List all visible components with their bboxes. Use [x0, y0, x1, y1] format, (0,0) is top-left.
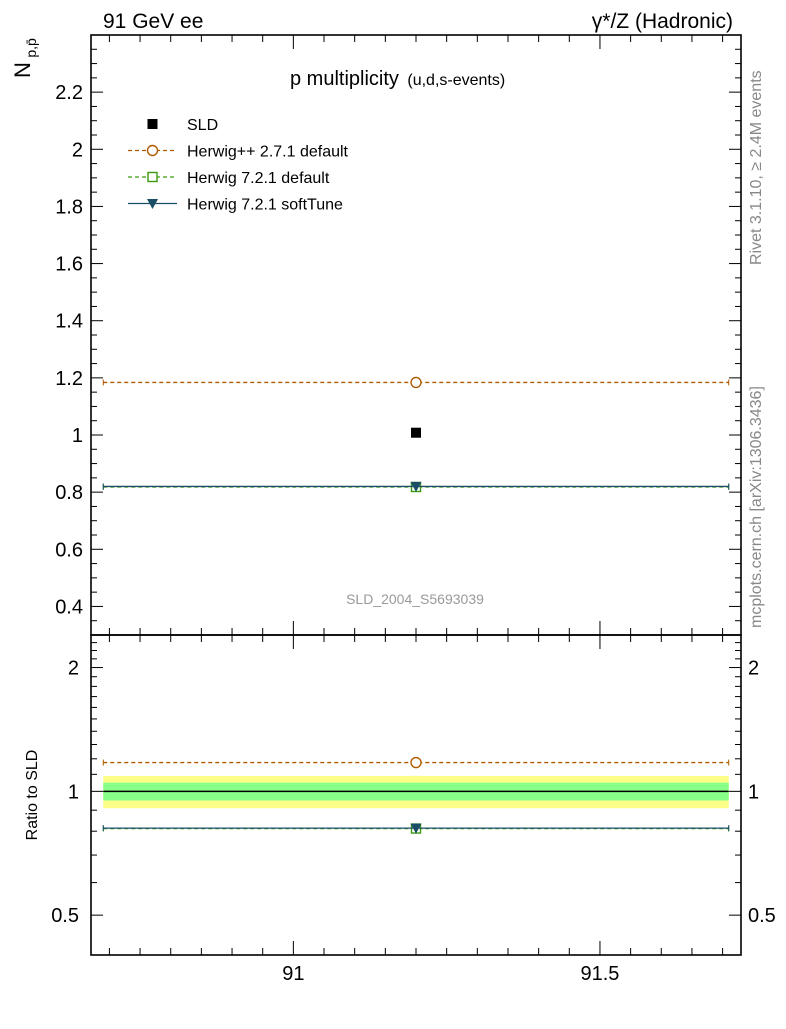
ratio-y-tick-label-left: 0.5: [51, 905, 79, 927]
ratio-y-tick-label-left: 2: [68, 658, 79, 680]
y-tick-label: 1.8: [55, 196, 83, 218]
ratio-marker-0: [410, 756, 422, 769]
y-axis-label: N p,p̄: [10, 38, 39, 78]
header-left: 91 GeV ee: [103, 10, 203, 33]
ratio-y-tick-label-right: 2: [748, 658, 759, 680]
series-marker-0: [410, 376, 422, 389]
data-point-sld: [411, 427, 421, 438]
legend-label-0: SLD: [187, 117, 218, 134]
ratio-plot-frame: [90, 634, 742, 956]
y-tick-label: 2: [72, 139, 83, 161]
y-tick-label: 1.2: [55, 368, 83, 390]
analysis-watermark: SLD_2004_S5693039: [346, 591, 484, 607]
ratio-y-tick-label-left: 1: [68, 781, 79, 803]
y-tick-label: 1.6: [55, 254, 83, 276]
ratio-y-axis-label: Ratio to SLD: [24, 750, 41, 841]
plot-title-main: p multiplicity: [290, 68, 399, 90]
y-tick-label: 0.4: [55, 596, 83, 618]
plot-title: p multiplicity (u,d,s-events): [290, 68, 505, 90]
x-tick-label: 91: [282, 963, 304, 985]
legend-marker-3: [147, 199, 158, 209]
y-tick-label: 1.4: [55, 311, 83, 333]
ratio-y-tick-label-right: 1: [748, 781, 759, 803]
ratio-marker-2: [410, 823, 422, 834]
y-tick-label: 1: [72, 425, 83, 447]
ratio-y-tick-label-right: 0.5: [748, 905, 776, 927]
y-tick-label: 2.2: [55, 82, 83, 104]
plot-title-sub: (u,d,s-events): [407, 72, 505, 89]
x-tick-label: 91.5: [580, 963, 619, 985]
legend-label-3: Herwig 7.2.1 softTune: [187, 197, 343, 214]
y-axis-label-main: N: [10, 62, 35, 78]
legend-label-1: Herwig++ 2.7.1 default: [187, 144, 349, 161]
legend-label-2: Herwig 7.2.1 default: [187, 170, 330, 187]
legend-marker-2: [147, 171, 158, 183]
y-tick-label: 0.8: [55, 482, 83, 504]
y-tick-label: 0.6: [55, 539, 83, 561]
side-text-top: Rivet 3.1.10, ≥ 2.4M events: [748, 70, 765, 265]
legend-marker-1: [146, 144, 159, 157]
y-axis-label-sub: p,p̄: [23, 38, 39, 58]
header-right: γ*/Z (Hadronic): [592, 10, 733, 33]
side-text-bottom: mcplots.cern.ch [arXiv:1306.3436]: [748, 386, 765, 628]
legend-marker-0: [147, 119, 158, 129]
series-marker-2: [410, 481, 422, 492]
